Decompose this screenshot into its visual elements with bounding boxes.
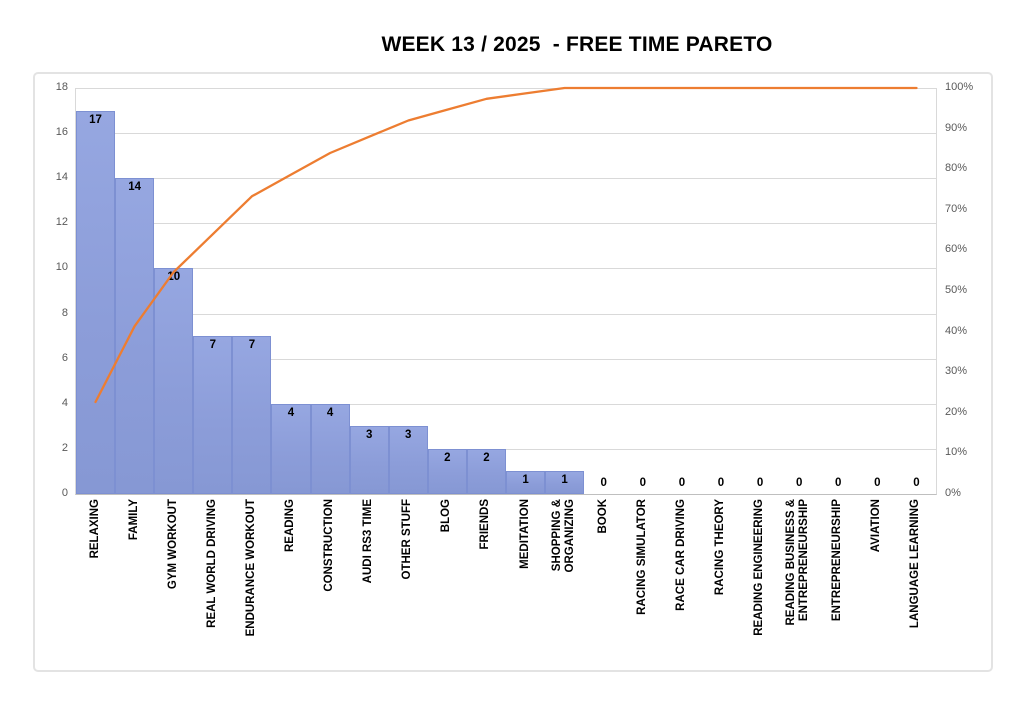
gridline xyxy=(76,403,936,405)
bar-value-label: 0 xyxy=(795,477,803,489)
y-axis-tick-label: 16 xyxy=(55,126,68,139)
category-label: OTHER STUFF xyxy=(400,499,413,580)
gridline xyxy=(76,313,936,315)
percent-axis-tick-label: 100% xyxy=(945,81,974,93)
gridline xyxy=(76,268,936,270)
bar xyxy=(349,426,389,494)
bar-value-label: 10 xyxy=(167,271,181,284)
bar-value-label: 17 xyxy=(89,113,102,126)
bar xyxy=(466,448,506,494)
category-label: GYM WORKOUT xyxy=(166,499,179,590)
category-label: REAL WORLD DRIVING xyxy=(205,499,218,628)
y-axis-tick-label: 2 xyxy=(61,441,68,454)
bar-value-label: 0 xyxy=(600,477,607,489)
bar-value-label: 14 xyxy=(128,181,142,194)
cumulative-line xyxy=(94,86,918,404)
y-axis-tick-label: 8 xyxy=(61,306,68,319)
gridline xyxy=(76,178,936,180)
bar-value-label: 0 xyxy=(639,477,646,489)
y-axis-tick-label: 0 xyxy=(61,487,68,499)
bar xyxy=(76,110,116,494)
percent-axis-tick-label: 30% xyxy=(945,365,968,378)
bar-value-label: 1 xyxy=(522,474,529,487)
bar xyxy=(427,448,467,494)
bar-value-label: 3 xyxy=(365,429,373,442)
category-label: READING BUSINESS & ENTREPRENEURSHIP xyxy=(785,499,811,626)
bar-value-label: 1 xyxy=(561,474,568,487)
percent-axis-tick-label: 40% xyxy=(945,324,968,337)
percent-axis-tick-label: 90% xyxy=(945,121,968,134)
category-label: AUDI RS3 TIME xyxy=(361,499,374,584)
bar xyxy=(271,403,311,494)
percent-axis-tick-label: 50% xyxy=(945,284,968,296)
y-axis-tick-label: 12 xyxy=(55,216,68,229)
bar xyxy=(154,268,194,494)
percent-axis-tick-label: 80% xyxy=(945,162,968,175)
category-label: AVIATION xyxy=(869,499,882,553)
bar xyxy=(232,336,272,494)
bar-value-label: 0 xyxy=(835,477,842,489)
percent-axis-tick-label: 60% xyxy=(945,243,968,256)
category-label: RACING THEORY xyxy=(713,499,726,596)
bar-value-label: 0 xyxy=(913,477,920,489)
bar-value-label: 0 xyxy=(717,477,725,489)
category-label: MEDITATION xyxy=(518,499,531,569)
plot-area: 17 14 10 7 7 4 4 3 3 2 2 1 1 0 0 0 0 0 0 0 0 0 xyxy=(75,86,937,495)
cumulative-line-layer xyxy=(94,86,918,404)
category-label: RACING SIMULATOR xyxy=(635,499,648,615)
y-axis-tick-label: 14 xyxy=(55,171,68,184)
category-label: READING ENGINEERING xyxy=(752,499,765,636)
category-label: READING xyxy=(283,499,296,553)
bar-value-label: 7 xyxy=(209,339,216,352)
bar-value-label: 4 xyxy=(287,406,295,419)
bar-value-label: 0 xyxy=(678,477,686,489)
gridline xyxy=(76,223,936,225)
bar-value-label: 0 xyxy=(756,477,764,489)
category-label: BOOK xyxy=(596,499,609,534)
category-label: SHOPPING & ORGANIZING xyxy=(550,499,576,573)
bar-value-label: 0 xyxy=(874,477,881,489)
category-label: RACE CAR DRIVING xyxy=(674,499,687,611)
bar xyxy=(310,403,350,494)
percent-axis-tick-label: 70% xyxy=(945,202,968,215)
y-axis-tick-label: 10 xyxy=(55,261,68,274)
bar xyxy=(545,471,585,494)
chart-frame: 17 14 10 7 7 4 4 3 3 2 2 1 1 0 0 0 0 0 0 0 0 0 0 2 4 6 8 10 12 14 16 1… xyxy=(33,72,993,672)
category-label: BLOG xyxy=(439,499,452,533)
gridline xyxy=(76,133,936,135)
percent-axis-tick-label: 20% xyxy=(945,405,968,418)
bar xyxy=(506,471,546,494)
category-label: FRIENDS xyxy=(478,499,491,550)
y-axis-tick-label: 6 xyxy=(61,351,68,364)
y-axis-tick-label: 18 xyxy=(55,81,68,93)
category-label: FAMILY xyxy=(127,499,140,541)
gridline xyxy=(76,448,936,450)
gridline xyxy=(76,358,936,360)
bar-value-label: 4 xyxy=(326,406,334,419)
category-label: RELAXING xyxy=(88,499,101,559)
chart-title: WEEK 13 / 2025 - FREE TIME PARETO xyxy=(381,33,773,56)
bar-value-label: 2 xyxy=(483,451,490,464)
category-label: ENTREPRENEURSHIP xyxy=(830,499,843,622)
percent-axis-tick-label: 0% xyxy=(945,487,961,499)
percent-axis-tick-label: 10% xyxy=(945,446,968,459)
category-label: CONSTRUCTION xyxy=(322,499,335,592)
bar xyxy=(388,426,428,494)
gridline xyxy=(76,88,936,89)
bar-value-label: 7 xyxy=(248,339,256,352)
bar xyxy=(115,178,155,494)
bar-value-label: 3 xyxy=(405,429,412,442)
bar-value-label: 2 xyxy=(444,451,451,464)
bar xyxy=(193,336,233,494)
category-label: ENDURANCE WORKOUT xyxy=(244,499,257,637)
y-axis-tick-label: 4 xyxy=(61,396,68,409)
category-label: LANGUAGE LEARNING xyxy=(908,499,921,629)
